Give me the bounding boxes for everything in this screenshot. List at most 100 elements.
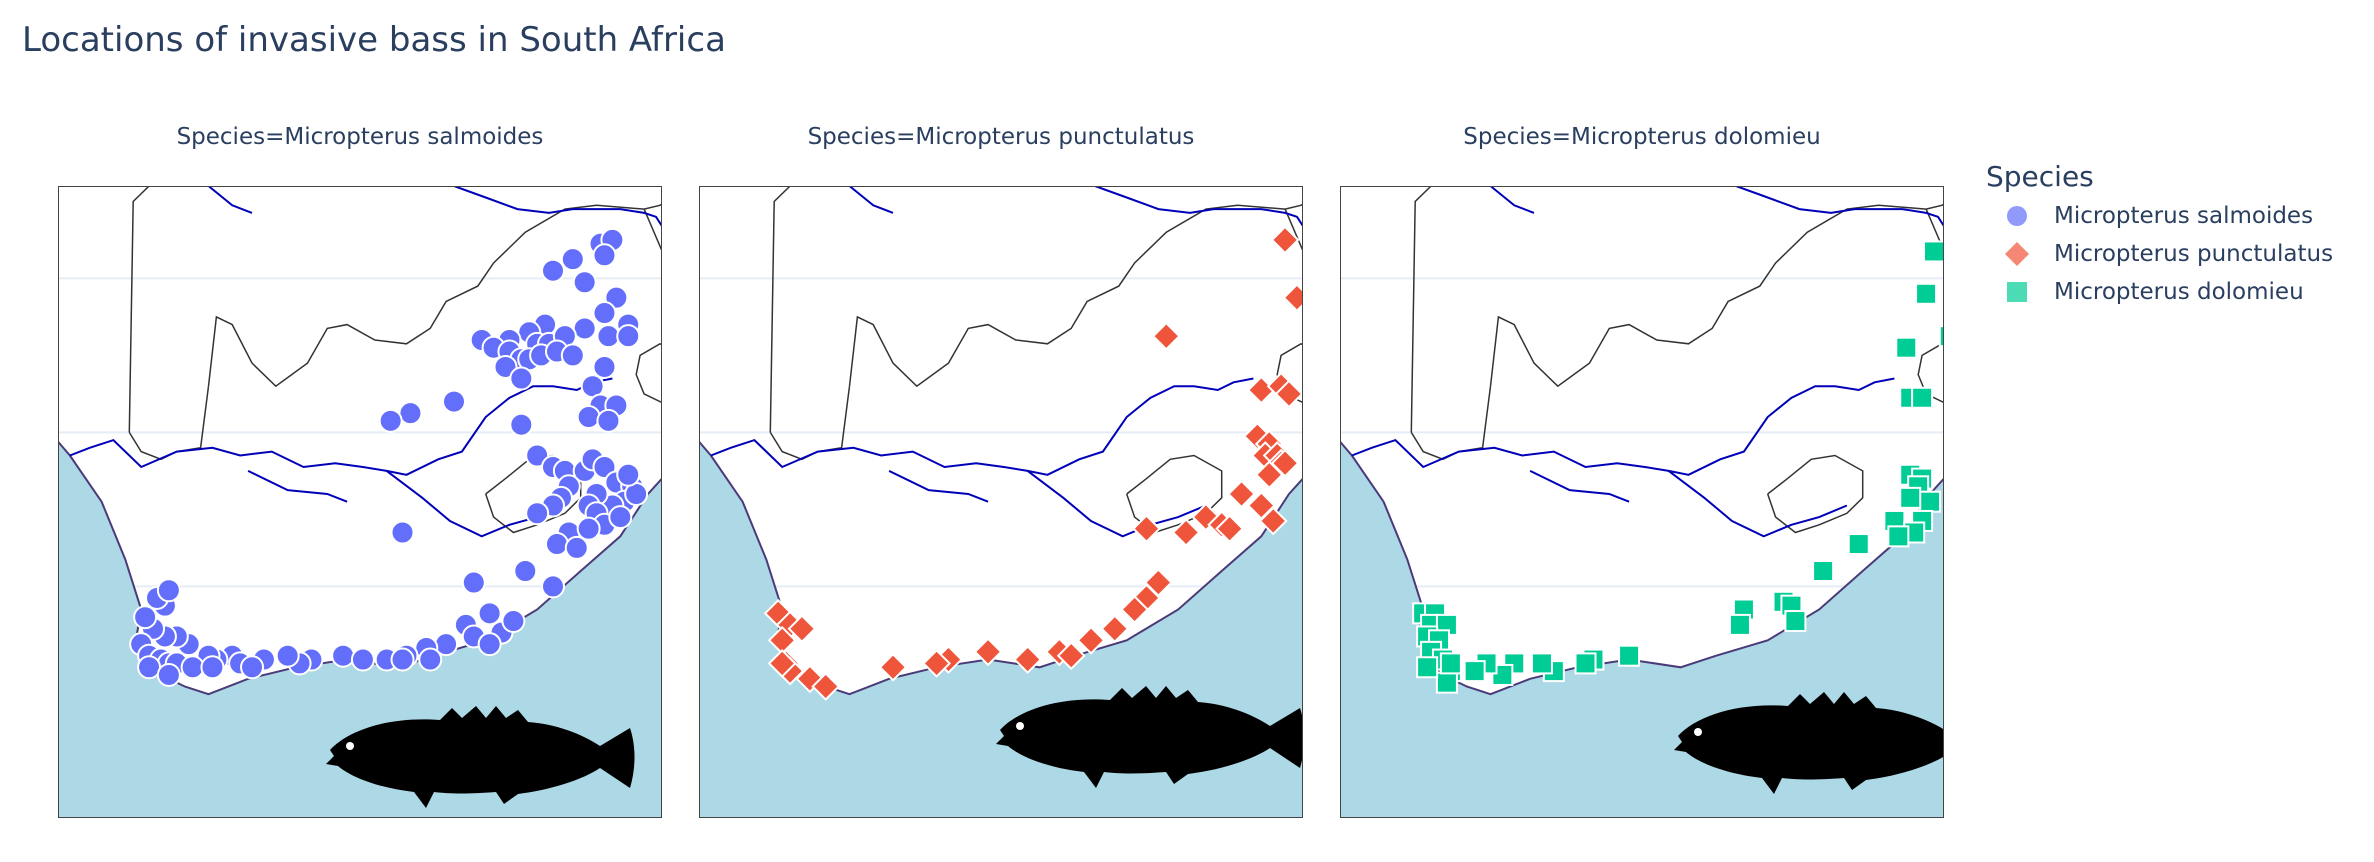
location-marker[interactable] — [922, 648, 952, 678]
location-marker[interactable] — [1938, 325, 1960, 348]
map-frame — [1340, 186, 1944, 818]
location-marker[interactable] — [767, 648, 797, 678]
location-marker[interactable] — [572, 316, 597, 341]
location-marker[interactable] — [240, 655, 265, 680]
map-facet-3[interactable] — [1332, 186, 2203, 818]
country-border — [207, 203, 662, 388]
location-marker[interactable] — [572, 270, 597, 295]
location-marker[interactable] — [1013, 645, 1043, 674]
location-marker[interactable] — [973, 637, 1003, 667]
location-marker[interactable] — [513, 559, 538, 583]
location-marker[interactable] — [275, 643, 300, 668]
location-marker[interactable] — [1574, 652, 1597, 675]
location-marker[interactable] — [442, 389, 466, 414]
river — [1668, 470, 1848, 538]
location-marker[interactable] — [787, 614, 817, 644]
country-border — [1410, 186, 1432, 433]
location-marker[interactable] — [1463, 660, 1486, 683]
location-marker[interactable] — [350, 647, 375, 672]
location-marker[interactable] — [592, 354, 617, 379]
location-marker[interactable] — [390, 520, 415, 545]
location-marker[interactable] — [1215, 514, 1245, 544]
location-marker[interactable] — [1812, 560, 1835, 582]
location-marker[interactable] — [616, 462, 641, 487]
location-marker[interactable] — [398, 401, 423, 426]
location-marker[interactable] — [378, 408, 403, 433]
location-marker[interactable] — [501, 609, 526, 634]
location-marker[interactable] — [1120, 595, 1150, 624]
location-marker[interactable] — [616, 324, 641, 349]
location-marker[interactable] — [541, 574, 565, 599]
location-marker[interactable] — [137, 655, 162, 680]
location-marker[interactable] — [1270, 448, 1300, 478]
location-marker[interactable] — [576, 405, 601, 429]
location-marker[interactable] — [1439, 652, 1462, 675]
location-marker[interactable] — [1899, 486, 1922, 509]
location-marker[interactable] — [596, 324, 621, 349]
location-marker[interactable] — [1887, 525, 1910, 548]
facet-title-punctulatus: Species=Micropterus punctulatus — [807, 124, 1195, 150]
legend-item-punctulatus[interactable]: Micropterus punctulatus — [1986, 235, 2333, 273]
location-marker[interactable] — [1530, 652, 1553, 675]
location-marker[interactable] — [418, 647, 443, 672]
river — [247, 470, 348, 503]
location-marker[interactable] — [1435, 671, 1458, 694]
location-marker[interactable] — [1919, 490, 1942, 513]
location-marker[interactable] — [509, 412, 534, 437]
location-marker[interactable] — [592, 243, 617, 268]
location-marker[interactable] — [608, 505, 633, 530]
location-marker[interactable] — [1282, 283, 1310, 313]
location-marker[interactable] — [156, 662, 181, 687]
location-marker[interactable] — [544, 532, 569, 557]
location-marker[interactable] — [1056, 641, 1086, 671]
location-marker[interactable] — [133, 605, 158, 630]
location-marker[interactable] — [1416, 656, 1439, 679]
location-marker[interactable] — [1076, 625, 1106, 655]
location-marker[interactable] — [331, 643, 356, 668]
points-diamond — [763, 225, 1310, 701]
location-marker[interactable] — [1911, 386, 1934, 409]
location-marker[interactable] — [592, 301, 617, 326]
location-marker[interactable] — [564, 535, 589, 560]
location-marker[interactable] — [1100, 614, 1130, 644]
legend-item-salmoides[interactable]: Micropterus salmoides — [1986, 197, 2333, 235]
river — [1529, 470, 1630, 503]
location-marker[interactable] — [1151, 321, 1181, 351]
location-marker[interactable] — [390, 647, 415, 672]
location-marker[interactable] — [1132, 514, 1161, 544]
facet-title-dolomieu: Species=Micropterus dolomieu — [1463, 124, 1821, 150]
location-marker[interactable] — [596, 408, 621, 433]
location-marker[interactable] — [1915, 282, 1938, 305]
location-marker[interactable] — [180, 655, 205, 680]
location-marker[interactable] — [1728, 613, 1751, 636]
location-marker[interactable] — [1171, 518, 1201, 547]
location-marker[interactable] — [576, 516, 601, 541]
location-marker[interactable] — [811, 672, 841, 701]
location-marker[interactable] — [477, 632, 502, 657]
map-facet-2[interactable] — [691, 186, 1562, 818]
location-marker[interactable] — [509, 366, 534, 391]
location-marker[interactable] — [1618, 644, 1641, 667]
legend-label-dolomieu: Micropterus dolomieu — [2054, 279, 2304, 305]
location-marker[interactable] — [1227, 479, 1256, 509]
location-marker[interactable] — [1258, 506, 1288, 536]
location-marker[interactable] — [156, 578, 181, 603]
location-marker[interactable] — [878, 652, 908, 682]
location-marker[interactable] — [200, 655, 225, 680]
location-marker[interactable] — [1784, 610, 1807, 633]
location-marker[interactable] — [525, 501, 550, 526]
location-marker[interactable] — [1895, 336, 1918, 359]
location-marker[interactable] — [477, 601, 502, 626]
location-marker[interactable] — [1923, 240, 1944, 263]
location-marker[interactable] — [541, 258, 565, 283]
map-facet-1[interactable] — [50, 186, 921, 818]
location-marker[interactable] — [560, 247, 585, 272]
location-marker[interactable] — [1270, 225, 1300, 255]
country-border — [1766, 454, 1864, 534]
location-marker[interactable] — [1274, 379, 1303, 409]
legend-item-dolomieu[interactable]: Micropterus dolomieu — [1986, 273, 2333, 311]
location-marker[interactable] — [1847, 533, 1870, 556]
location-marker[interactable] — [560, 343, 585, 368]
location-marker[interactable] — [461, 570, 486, 595]
